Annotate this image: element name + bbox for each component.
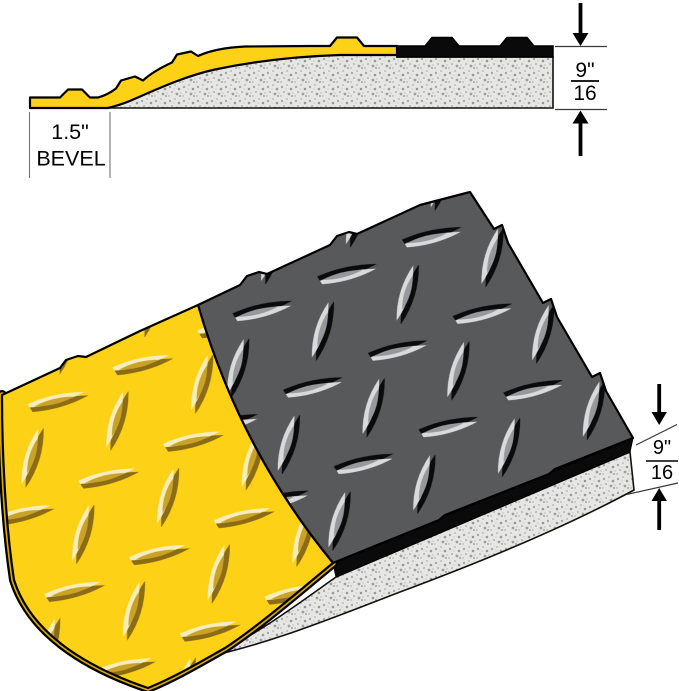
yellow-bevel-profile [28, 36, 399, 110]
thickness-denominator: 16 [651, 462, 673, 484]
down-arrow-icon [572, 3, 589, 46]
extension-line-lower [626, 482, 679, 496]
up-arrow-icon [651, 488, 667, 530]
thickness-denominator: 16 [573, 82, 596, 105]
thickness-dimension-top: 9" 16 [555, 3, 607, 156]
up-arrow-icon [572, 110, 589, 156]
thickness-dimension-side: 9" 16 [626, 384, 679, 530]
bevel-width-label: 1.5" [51, 120, 89, 144]
cross-section-view: 9" 16 1.5" BEVEL [28, 3, 607, 178]
perspective-view: 9" 16 [0, 190, 679, 691]
yellow-tread-pattern [0, 303, 335, 690]
thickness-numerator: 9" [653, 437, 671, 459]
down-arrow-icon [651, 384, 667, 425]
bevel-label: BEVEL [36, 147, 105, 171]
thickness-numerator: 9" [575, 59, 594, 82]
foam-side [206, 450, 635, 658]
black-tread-profile [396, 36, 554, 58]
extension-line-upper [635, 423, 678, 446]
bevel-dimension: 1.5" BEVEL [28, 112, 111, 178]
